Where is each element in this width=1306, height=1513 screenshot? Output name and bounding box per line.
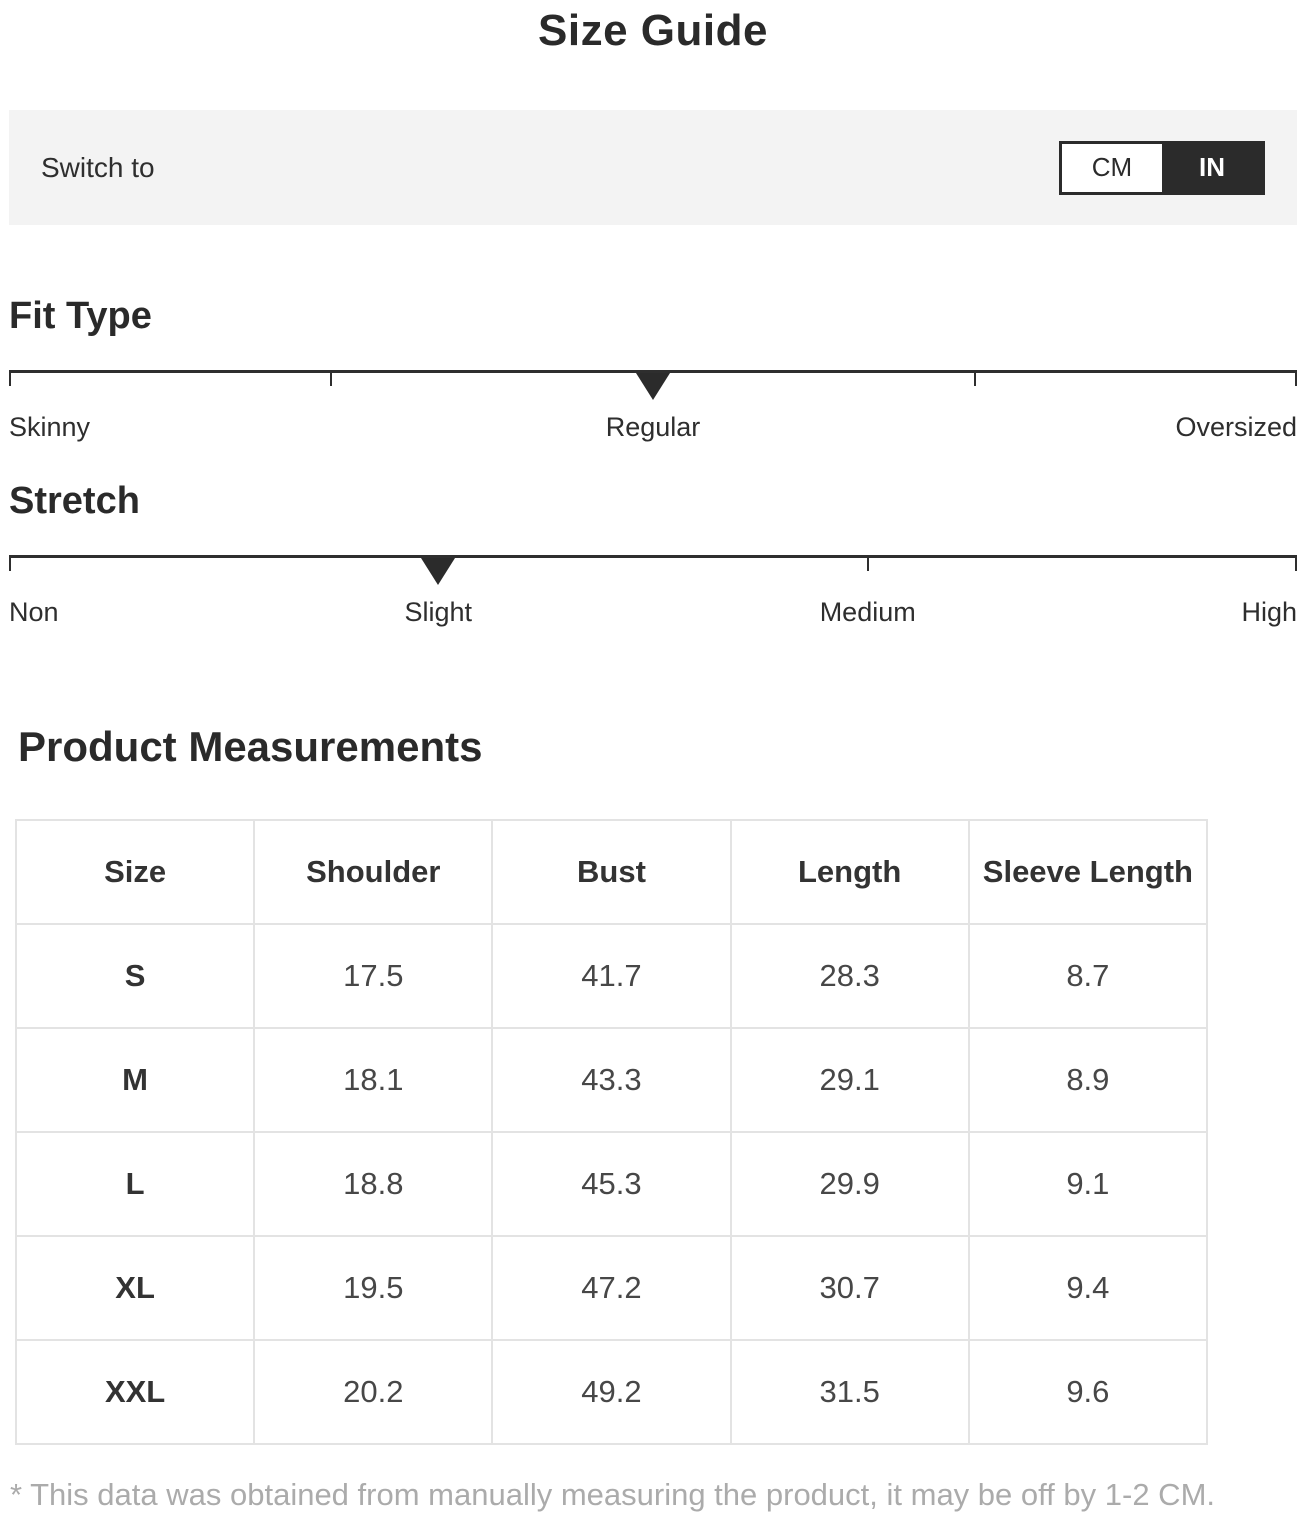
stretch-track: [9, 555, 1297, 558]
col-header-sleeve-length: Sleeve Length: [967, 819, 1209, 925]
table-row: XXL 20.2 49.2 31.5 9.6: [14, 1339, 1209, 1445]
unit-in-button[interactable]: IN: [1162, 143, 1262, 192]
col-header-shoulder: Shoulder: [253, 819, 494, 925]
fit-type-label-oversized: Oversized: [1175, 412, 1297, 442]
size-cell: L: [14, 1131, 256, 1237]
fit-type-tick: [330, 373, 332, 386]
unit-cm-button[interactable]: CM: [1062, 143, 1162, 192]
sleeve-length-cell: 9.6: [967, 1339, 1209, 1445]
fit-type-tick: [1295, 373, 1297, 386]
fit-type-track: [9, 370, 1297, 373]
fit-type-label-skinny: Skinny: [9, 412, 91, 442]
bust-cell: 43.3: [491, 1027, 732, 1133]
stretch-tick: [1295, 558, 1297, 571]
table-row: M 18.1 43.3 29.1 8.9: [14, 1027, 1209, 1133]
table-row: L 18.8 45.3 29.9 9.1: [14, 1131, 1209, 1237]
stretch-heading: Stretch: [9, 480, 140, 522]
stretch-label-slight: Slight: [404, 597, 473, 627]
stretch-slider: Non Slight Medium High: [9, 555, 1297, 637]
length-cell: 29.9: [729, 1131, 970, 1237]
fit-type-marker-icon: [636, 373, 670, 400]
size-cell: XL: [14, 1235, 256, 1341]
length-cell: 29.1: [729, 1027, 970, 1133]
bust-cell: 47.2: [491, 1235, 732, 1341]
stretch-label-high: High: [1241, 597, 1297, 627]
fit-type-tick: [9, 373, 11, 386]
bust-cell: 41.7: [491, 923, 732, 1029]
sleeve-length-cell: 8.7: [967, 923, 1209, 1029]
shoulder-cell: 20.2: [253, 1339, 494, 1445]
product-measurements-heading: Product Measurements: [18, 723, 483, 770]
sleeve-length-cell: 8.9: [967, 1027, 1209, 1133]
col-header-length: Length: [729, 819, 970, 925]
shoulder-cell: 19.5: [253, 1235, 494, 1341]
fit-type-heading: Fit Type: [9, 295, 152, 337]
fit-type-tick: [974, 373, 976, 386]
measurement-disclaimer: * This data was obtained from manually m…: [10, 1477, 1216, 1512]
stretch-label-medium: Medium: [819, 597, 916, 627]
col-header-bust: Bust: [491, 819, 732, 925]
size-cell: XXL: [14, 1339, 256, 1445]
stretch-tick: [9, 558, 11, 571]
bust-cell: 49.2: [491, 1339, 732, 1445]
size-cell: S: [14, 923, 256, 1029]
sleeve-length-cell: 9.1: [967, 1131, 1209, 1237]
fit-type-label-regular: Regular: [605, 412, 701, 442]
fit-type-slider: Skinny Regular Oversized: [9, 370, 1297, 452]
table-row: S 17.5 41.7 28.3 8.7: [14, 923, 1209, 1029]
unit-toggle: CM IN: [1059, 140, 1265, 195]
table-header-row: Size Shoulder Bust Length Sleeve Length: [14, 819, 1209, 925]
switch-to-label: Switch to: [41, 151, 155, 183]
measurements-table: Size Shoulder Bust Length Sleeve Length …: [14, 819, 1209, 1445]
bust-cell: 45.3: [491, 1131, 732, 1237]
stretch-label-non: Non: [9, 597, 59, 627]
shoulder-cell: 17.5: [253, 923, 494, 1029]
shoulder-cell: 18.8: [253, 1131, 494, 1237]
length-cell: 28.3: [729, 923, 970, 1029]
length-cell: 31.5: [729, 1339, 970, 1445]
size-cell: M: [14, 1027, 256, 1133]
col-header-size: Size: [14, 819, 256, 925]
table-row: XL 19.5 47.2 30.7 9.4: [14, 1235, 1209, 1341]
unit-switch-bar: Switch to CM IN: [9, 110, 1297, 225]
length-cell: 30.7: [729, 1235, 970, 1341]
stretch-marker-icon: [421, 558, 456, 585]
page-title: Size Guide: [538, 6, 768, 55]
shoulder-cell: 18.1: [253, 1027, 494, 1133]
sleeve-length-cell: 9.4: [967, 1235, 1209, 1341]
stretch-tick: [866, 558, 869, 571]
